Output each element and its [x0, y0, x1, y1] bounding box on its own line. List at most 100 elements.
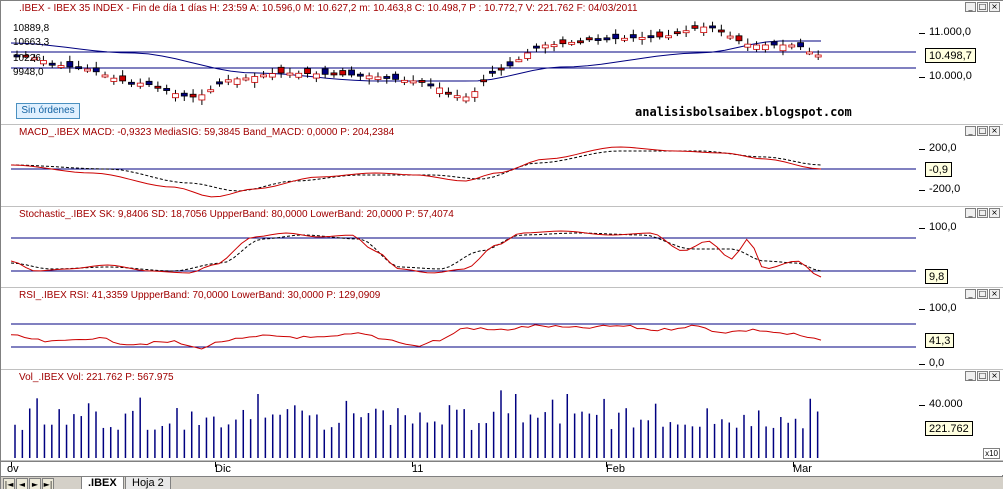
- stochastic-panel-title: Stochastic_.IBEX SK: 9,8406 SD: 18,7056 …: [19, 209, 454, 220]
- axis-tick: [793, 462, 794, 467]
- moving-average-line: [11, 40, 821, 82]
- candle-body: [110, 77, 118, 82]
- candle-body: [753, 44, 760, 50]
- last-sheet-icon[interactable]: ►|: [42, 478, 54, 489]
- candle-body: [506, 61, 514, 67]
- candle-body: [92, 67, 100, 73]
- rsi-axis-label: 0,0: [929, 357, 945, 369]
- rsi-line: [11, 324, 822, 350]
- close-icon[interactable]: ×: [989, 208, 1000, 218]
- candle-body: [673, 31, 681, 35]
- macd-plot[interactable]: [11, 139, 916, 205]
- time-axis-label: ov: [7, 463, 19, 475]
- candle-body: [797, 42, 804, 48]
- prev-sheet-icon[interactable]: ◄: [16, 478, 28, 489]
- candle-body: [154, 85, 162, 89]
- candle-body: [612, 33, 620, 40]
- candle-body: [709, 25, 716, 29]
- candle-body: [515, 59, 523, 63]
- candle-body: [770, 41, 778, 46]
- next-sheet-icon[interactable]: ►: [29, 478, 41, 489]
- minimize-icon[interactable]: _: [965, 126, 976, 136]
- candle-body: [691, 25, 699, 29]
- candle-body: [321, 68, 329, 75]
- axis-tick: [919, 405, 925, 406]
- axis-tick: [919, 228, 925, 229]
- candle-body: [568, 41, 576, 45]
- candle-body: [409, 80, 417, 84]
- candle-body: [48, 62, 56, 66]
- candle-body: [559, 39, 567, 45]
- rsi-panel-window-controls: _ □ ×: [965, 289, 1000, 299]
- minimize-icon[interactable]: _: [965, 208, 976, 218]
- volume-plot[interactable]: [11, 384, 916, 460]
- candle-body: [145, 80, 153, 86]
- candle-body: [295, 72, 303, 78]
- close-icon[interactable]: ×: [989, 289, 1000, 299]
- minimize-icon[interactable]: _: [965, 2, 976, 12]
- candle-body: [647, 35, 655, 39]
- tab-hoja-2[interactable]: Hoja 2: [125, 477, 171, 489]
- candle-body: [251, 76, 259, 83]
- no-orders-button[interactable]: Sin órdenes: [16, 103, 80, 119]
- scale-badge[interactable]: x10: [983, 448, 1000, 459]
- first-sheet-icon[interactable]: |◄: [3, 478, 15, 489]
- axis-tick: [919, 364, 925, 365]
- candle-body: [585, 37, 593, 41]
- macd-signal-line: [11, 150, 822, 192]
- candle-body: [374, 76, 382, 80]
- blog-watermark: analisisbolsaibex.blogspot.com: [635, 105, 852, 119]
- candle-body: [665, 35, 672, 39]
- close-icon[interactable]: ×: [989, 2, 1000, 12]
- candle-body: [330, 72, 338, 76]
- tab-ibex[interactable]: .IBEX: [81, 477, 124, 489]
- stochastic-current-value: 9,8: [925, 269, 949, 284]
- price-axis-label: 11.000,0: [929, 26, 972, 38]
- macd-panel-window-controls: _ □ ×: [965, 126, 1000, 136]
- candle-body: [119, 75, 127, 82]
- maximize-icon[interactable]: □: [977, 371, 988, 381]
- time-axis-label: 11: [412, 463, 424, 475]
- candle-body: [198, 94, 206, 101]
- candle-body: [497, 67, 505, 71]
- candle-body: [656, 31, 664, 38]
- rsi-plot[interactable]: [11, 302, 916, 368]
- rsi-panel-title: RSI_.IBEX RSI: 41,3359 UppperBand: 70,00…: [19, 290, 381, 301]
- candle-body: [744, 43, 752, 48]
- axis-tick: [606, 462, 607, 467]
- candle-body: [57, 65, 65, 68]
- candle-body: [233, 78, 241, 85]
- candle-body: [172, 93, 179, 99]
- maximize-icon[interactable]: □: [977, 208, 988, 218]
- candle-body: [348, 69, 355, 76]
- candle-body: [242, 77, 250, 81]
- time-axis: ov Dic 11 Feb Mar: [1, 461, 1003, 475]
- candle-body: [277, 66, 285, 74]
- maximize-icon[interactable]: □: [977, 2, 988, 12]
- candle-body: [31, 57, 39, 61]
- stochastic-plot[interactable]: [11, 221, 916, 287]
- price-panel-title: .IBEX - IBEX 35 INDEX - Fin de día 1 día…: [19, 3, 638, 14]
- minimize-icon[interactable]: _: [965, 289, 976, 299]
- candle-body: [216, 81, 223, 85]
- candle-body: [594, 38, 602, 41]
- close-icon[interactable]: ×: [989, 371, 1000, 381]
- price-left-label: 10663,3: [13, 37, 50, 48]
- minimize-icon[interactable]: _: [965, 371, 976, 381]
- volume-panel: Vol_.IBEX Vol: 221.762 P: 567.975 _ □ × …: [1, 370, 1003, 461]
- close-icon[interactable]: ×: [989, 126, 1000, 136]
- maximize-icon[interactable]: □: [977, 289, 988, 299]
- macd-panel: MACD_.IBEX MACD: -0,9323 MediaSIG: 59,38…: [1, 125, 1003, 207]
- axis-tick: [919, 77, 925, 78]
- candle-body: [453, 95, 461, 99]
- price-plot[interactable]: [11, 15, 916, 123]
- price-left-label: 10226: [13, 53, 41, 64]
- rsi-axis-label: 100,0: [929, 302, 957, 314]
- price-panel-window-controls: _ □ ×: [965, 2, 1000, 12]
- candle-body: [189, 93, 197, 98]
- candle-body: [365, 75, 373, 80]
- candle-body: [445, 91, 452, 95]
- maximize-icon[interactable]: □: [977, 126, 988, 136]
- candle-body: [779, 44, 787, 52]
- stochastic-sk-line: [11, 230, 822, 278]
